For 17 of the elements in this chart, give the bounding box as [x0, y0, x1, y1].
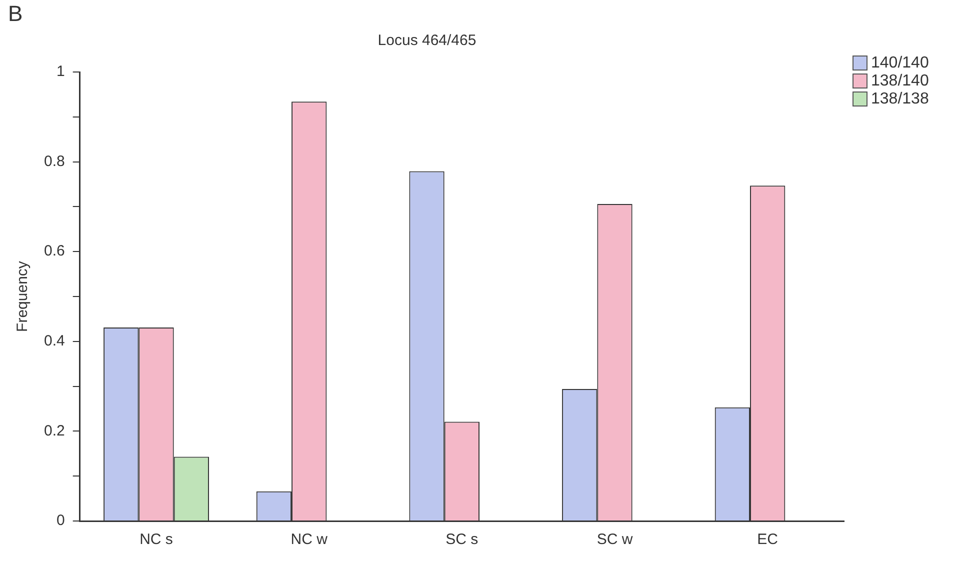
- x-tick-label: NC w: [290, 531, 328, 548]
- x-tick-label: NC s: [140, 531, 173, 548]
- legend-label: 140/140: [871, 54, 929, 72]
- x-tick-label: EC: [757, 531, 778, 548]
- y-tick-label: 0.6: [44, 242, 65, 260]
- y-tick-label: 0.4: [44, 332, 65, 350]
- y-tick-label: 0.8: [44, 152, 65, 170]
- x-tick-label: SC w: [596, 531, 633, 548]
- y-axis-title: Frequency: [14, 260, 32, 332]
- legend-label: 138/138: [871, 90, 929, 108]
- y-tick-label: 1: [56, 63, 65, 80]
- chart-title: Locus 464/465: [378, 32, 476, 50]
- legend-label: 138/140: [871, 72, 929, 90]
- y-tick-label: 0: [56, 512, 65, 530]
- x-tick-label: SC s: [446, 531, 478, 548]
- y-tick-label: 0.2: [44, 422, 65, 440]
- text: B: [8, 1, 23, 26]
